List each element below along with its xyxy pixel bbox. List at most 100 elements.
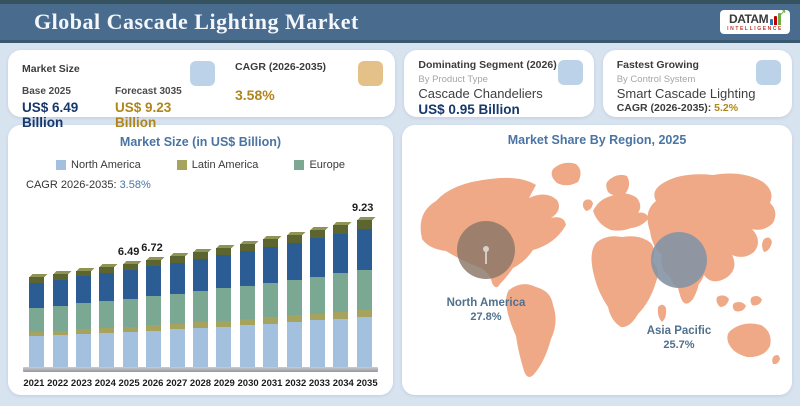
north-america-label: North America: [447, 297, 526, 309]
x-tick-2021: 2021: [23, 378, 45, 389]
x-tick-2025: 2025: [118, 378, 140, 389]
legend-item-europe: Europe: [294, 159, 345, 171]
bar-segment-europe: [146, 296, 162, 326]
bar-segment-unlabeled-dark-blue: [146, 266, 162, 297]
bar-segment-latin-america: [29, 331, 45, 337]
bar-segment-latin-america: [239, 318, 255, 326]
bar-segment-unlabeled-olive-cap: [216, 247, 232, 256]
bar-2034: [329, 217, 352, 367]
bar-segment-north-america: [29, 336, 45, 367]
bar-segment-europe: [122, 298, 138, 327]
bar-segment-unlabeled-olive-cap: [29, 277, 45, 283]
world-map: North America 27.8% Asia Pacific 25.7%: [420, 162, 780, 378]
bar-segment-unlabeled-olive-cap: [169, 256, 185, 263]
bar-segment-north-america: [239, 325, 255, 368]
x-tick-2032: 2032: [285, 378, 307, 389]
bar-segment-unlabeled-dark-blue: [76, 276, 92, 304]
bar-segment-unlabeled-olive-cap: [99, 267, 115, 274]
south-america-landmass: [506, 284, 556, 378]
chart-baseline-platform: [23, 367, 378, 372]
bar-segment-unlabeled-olive-cap: [52, 273, 68, 280]
x-tick-2034: 2034: [332, 378, 354, 389]
bar-segment-unlabeled-olive-cap: [333, 225, 349, 234]
market-size-icon: [190, 61, 215, 86]
dominating-name: Cascade Chandeliers: [418, 86, 543, 101]
x-tick-2027: 2027: [166, 378, 188, 389]
bar-segment-europe: [169, 293, 185, 324]
region-map-card: Market Share By Region, 2025: [402, 125, 792, 395]
x-tick-2026: 2026: [142, 378, 164, 389]
cagr-label: CAGR (2026-2035): [235, 61, 327, 73]
bar-segment-europe: [76, 303, 92, 330]
stats-row: Market Size Base 2025 US$ 6.49 Billion F…: [0, 43, 800, 130]
bar-segment-north-america: [99, 333, 115, 368]
bar-segment-latin-america: [169, 323, 185, 330]
bar-2021: [25, 217, 48, 367]
x-tick-2024: 2024: [94, 378, 116, 389]
asia-pacific-share-bubble: [651, 232, 707, 288]
bar-2033: [306, 217, 329, 367]
bar-segment-north-america: [333, 318, 349, 367]
bar-segment-latin-america: [356, 309, 372, 318]
bar-segment-unlabeled-dark-blue: [286, 242, 302, 280]
page-title: Global Cascade Lighting Market: [34, 9, 359, 34]
map-title: Market Share By Region, 2025: [507, 133, 687, 147]
southeast-asia-islands: [716, 295, 762, 312]
bar-segment-unlabeled-dark-blue: [263, 246, 279, 283]
asia-pacific-label: Asia Pacific: [647, 325, 712, 337]
bar-2030: [236, 217, 259, 368]
bar-segment-europe: [333, 273, 349, 312]
legend-item-latin-america: Latin America: [176, 159, 258, 171]
british-isles-landmass: [582, 199, 593, 211]
base-value: US$ 6.49 Billion: [22, 100, 79, 130]
dominating-label: Dominating Segment (2026): [418, 59, 557, 71]
bar-2026: 6.72: [141, 217, 165, 368]
chart-legend: North America Latin America Europe: [38, 159, 363, 171]
chart-title: Market Size (in US$ Billion): [119, 135, 282, 149]
bar-segment-unlabeled-dark-blue: [239, 251, 255, 286]
bar-segment-latin-america: [310, 313, 326, 321]
bar-segment-north-america: [193, 327, 209, 367]
bar-segment-unlabeled-dark-blue: [216, 255, 232, 289]
bar-segment-europe: [52, 305, 68, 331]
cagr-icon: [358, 61, 384, 86]
fastest-icon: [755, 60, 781, 85]
bar-segment-unlabeled-dark-blue: [333, 233, 349, 274]
bar-segment-latin-america: [99, 328, 115, 334]
bar-segment-north-america: [52, 335, 68, 367]
bar-segment-unlabeled-olive-cap: [146, 259, 162, 267]
cagr-value: 3.58%: [235, 87, 275, 103]
bar-segment-latin-america: [333, 311, 349, 319]
bar-segment-unlabeled-olive-cap: [310, 229, 326, 239]
bar-segment-unlabeled-dark-blue: [52, 279, 68, 306]
fastest-label: Fastest Growing: [616, 59, 699, 71]
bar-2023: [72, 217, 95, 367]
bar-segment-unlabeled-dark-blue: [122, 269, 138, 299]
x-tick-2028: 2028: [189, 378, 212, 389]
fastest-cagr-value: 5.2%: [714, 102, 739, 114]
bar-chart-arrow-icon: ↗: [770, 9, 786, 25]
bar-segment-europe: [286, 279, 302, 316]
market-size-card: Market Size Base 2025 US$ 6.49 Billion F…: [8, 50, 396, 130]
bar-segment-latin-america: [122, 326, 138, 332]
legend-swatch: [294, 160, 305, 170]
bar-segment-unlabeled-olive-cap: [122, 263, 138, 270]
forecast-value: US$ 9.23 Billion: [115, 100, 172, 130]
bar-2029: [212, 217, 235, 368]
bar-segment-north-america: [356, 317, 372, 368]
bar-segment-unlabeled-olive-cap: [263, 239, 279, 247]
bar-segment-unlabeled-olive-cap: [286, 234, 302, 243]
fastest-name: Smart Cascade Lighting: [616, 86, 756, 101]
bar-2025: 6.49: [117, 217, 142, 368]
bar-value-label: 6.49: [117, 245, 140, 258]
bar-segment-europe: [193, 291, 209, 323]
bar-segment-unlabeled-olive-cap: [76, 270, 92, 277]
logo-subtitle: INTELLIGENCE: [727, 26, 783, 32]
dominating-segment-card: Dominating Segment (2026) By Product Typ…: [404, 50, 594, 117]
header: Global Cascade Lighting Market DATAM ↗ I…: [0, 0, 800, 43]
x-tick-2030: 2030: [237, 378, 259, 389]
x-tick-2029: 2029: [213, 378, 235, 389]
scandinavia-landmass: [606, 174, 630, 196]
bar-segment-latin-america: [216, 320, 232, 327]
forecast-year-label: Forecast 3035: [115, 86, 182, 97]
